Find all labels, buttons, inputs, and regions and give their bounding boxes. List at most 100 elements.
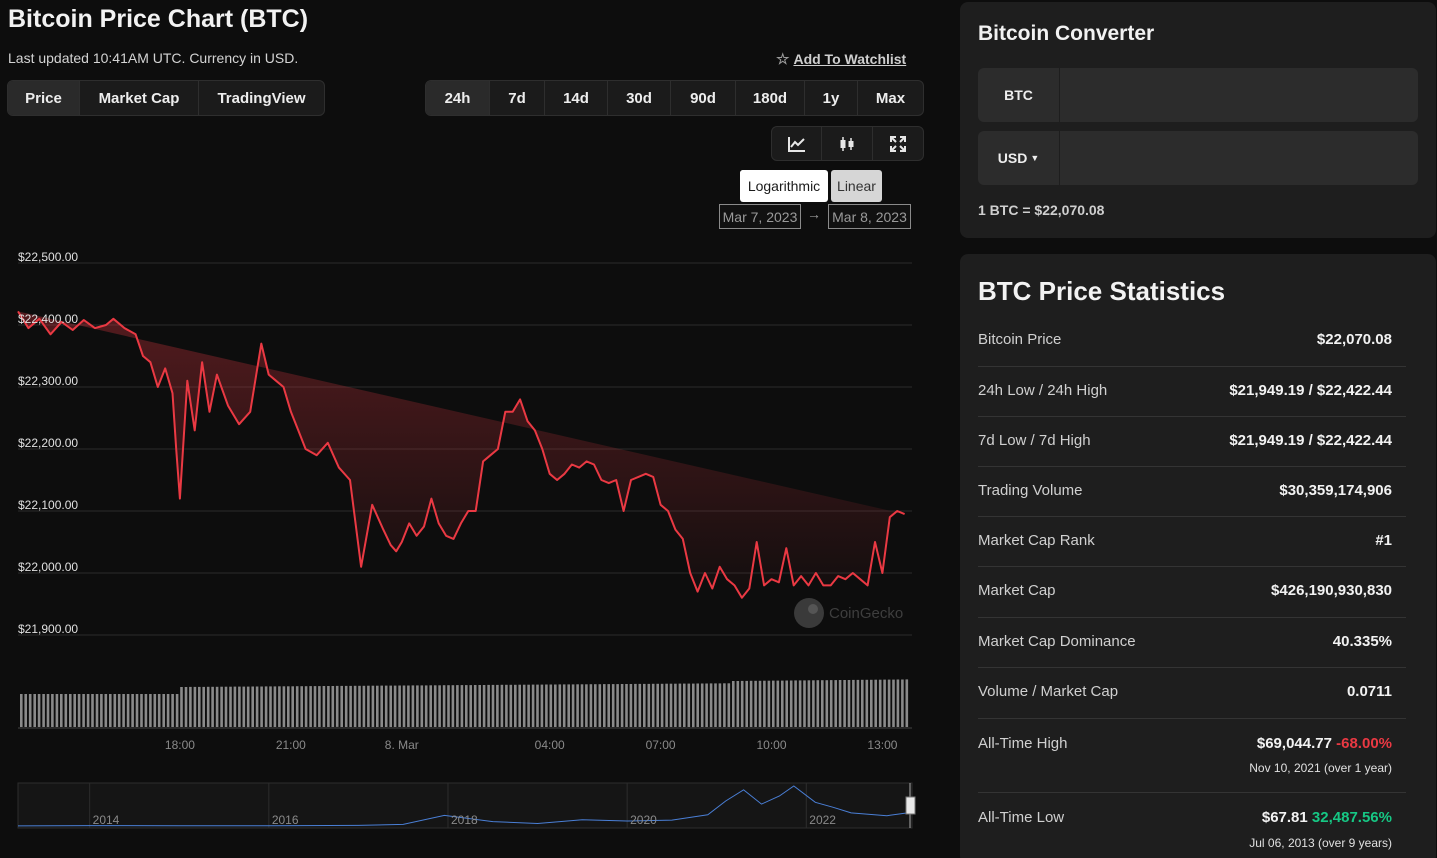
volume-bar [478,685,481,727]
volume-bar [211,686,214,727]
volume-bar [433,685,437,727]
volume-bar [838,680,842,727]
volume-bar [384,685,388,727]
volume-bar [598,684,602,727]
navigator-year-label: 2018 [451,813,478,827]
range-24h-button[interactable]: 24h [426,81,490,115]
tab-price[interactable]: Price [8,81,80,115]
tab-tradingview[interactable]: TradingView [217,89,306,107]
volume-bar [585,684,588,727]
volume-bar [162,694,165,727]
volume-bar [327,686,330,727]
volume-bar [140,694,143,727]
volume-bar [834,680,837,727]
range-1y-button[interactable]: 1y [805,81,858,115]
volume-bar [465,685,468,727]
volume-bar [518,684,521,727]
volume-bar [651,683,655,727]
volume-bar [104,694,108,727]
navigator-year-label: 2014 [93,813,120,827]
range-30d-button[interactable]: 30d [608,81,671,115]
fullscreen-button[interactable] [873,127,923,160]
volume-bar [242,686,246,727]
volume-bar [829,680,833,727]
volume-bar [785,680,788,727]
btc-amount-input[interactable] [1060,68,1418,122]
volume-bar [193,686,197,727]
volume-bar [567,684,570,727]
volume-bar [469,685,472,728]
volume-bar [126,694,130,727]
watermark-text: CoinGecko [829,605,903,622]
volume-bar [669,683,673,727]
volume-bar [100,694,103,727]
volume-bar [202,686,205,727]
volume-bar [705,683,708,727]
volume-bar [24,694,27,727]
range-14d-button[interactable]: 14d [545,81,608,115]
range-180d-button[interactable]: 180d [736,81,805,115]
watchlist-label: Add To Watchlist [793,51,907,67]
volume-bar [536,684,539,727]
volume-bar [905,679,909,727]
volume-bar [634,683,637,727]
volume-bar [527,684,530,727]
volume-bar [852,679,855,727]
navigator-handle[interactable] [905,796,916,815]
range-90d-button[interactable]: 90d [671,81,736,115]
volume-bar [376,685,379,727]
price-chart[interactable]: $22,500.00 $22,400.00 $22,300.00 $22,200.00… [0,240,930,840]
date-from-input[interactable]: Mar 7, 2023 [719,204,801,229]
volume-bar [789,680,793,727]
volume-bar [215,686,219,727]
x-axis-tick-label: 13:00 [867,738,897,752]
volume-bar [660,683,664,727]
volume-bar [335,685,339,727]
volume-bar [509,684,513,727]
stat-value: 0.0711 [1346,683,1392,700]
converter-card: Bitcoin Converter BTC USD ▼ 1 BTC = $22,0… [960,2,1436,238]
currency-select[interactable]: USD ▼ [978,131,1060,185]
volume-bar [353,685,357,727]
volume-bar [287,686,290,727]
volume-bar [803,680,806,727]
volume-bar [149,694,152,727]
volume-bar [758,680,762,727]
volume-bar [887,679,891,727]
volume-bar [549,684,553,727]
date-to-input[interactable]: Mar 8, 2023 [828,204,911,229]
btc-amount-row: BTC [978,68,1418,122]
stat-label: Trading Volume [978,482,1083,499]
stat-value: $67.81 32,487.56% [1262,809,1392,826]
tab-market-cap[interactable]: Market Cap [80,81,199,115]
linear-button[interactable]: Linear [831,170,882,202]
volume-bar [554,684,557,727]
volume-bar [37,694,41,727]
stat-row: Bitcoin Price $22,070.08 [978,316,1406,367]
volume-bar [625,684,628,727]
range-7d-button[interactable]: 7d [490,81,545,115]
time-navigator[interactable]: 2014 2016 2018 2020 2022 [17,782,916,829]
volume-bar [451,685,455,727]
add-to-watchlist-link[interactable]: ☆ Add To Watchlist [776,50,906,68]
logarithmic-button[interactable]: Logarithmic [740,170,828,202]
volume-bar [20,694,23,727]
usd-currency-label: USD [997,150,1028,166]
volume-bar [732,681,735,727]
navigator-year-label: 2022 [809,813,836,827]
stat-row-all-time-high: All-Time High $69,044.77 -68.00% Nov 10,… [978,719,1406,793]
volume-bar [603,684,606,727]
usd-amount-input[interactable] [1060,131,1418,185]
volume-bar [718,683,722,727]
stat-value: $22,070.08 [1316,331,1392,348]
volume-bar [460,685,464,727]
volume-bar [367,685,370,727]
volume-bar [358,685,361,727]
stat-label: All-Time Low [978,809,1065,826]
range-max-button[interactable]: Max [875,89,906,107]
x-axis-tick-label: 21:00 [276,738,306,752]
candlestick-button[interactable] [822,127,873,160]
line-chart-button[interactable] [772,127,823,160]
volume-bar [51,694,54,727]
stat-row: 24h Low / 24h High $21,949.19 / $22,422.4… [978,367,1406,417]
